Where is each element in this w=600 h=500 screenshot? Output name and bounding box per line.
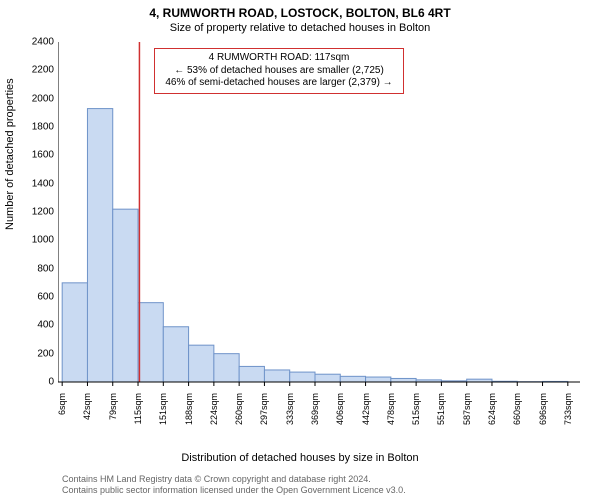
- x-tick-label: 369sqm: [310, 393, 320, 433]
- y-tick-label: 0: [48, 377, 54, 388]
- y-tick-label: 1400: [32, 178, 54, 189]
- y-tick-label: 800: [37, 263, 54, 274]
- x-tick-label: 333sqm: [285, 393, 295, 433]
- annotation-box: 4 RUMWORTH ROAD: 117sqm← 53% of detached…: [154, 48, 404, 94]
- x-axis-label: Distribution of detached houses by size …: [0, 452, 600, 464]
- y-tick-label: 1800: [32, 122, 54, 133]
- histogram-plot: [58, 42, 580, 422]
- x-tick-label: 733sqm: [563, 393, 573, 433]
- x-tick-label: 587sqm: [462, 393, 472, 433]
- footer-line-2: Contains public sector information licen…: [62, 485, 406, 496]
- x-tick-label: 297sqm: [259, 393, 269, 433]
- x-tick-label: 406sqm: [335, 393, 345, 433]
- annotation-line: 4 RUMWORTH ROAD: 117sqm: [161, 52, 397, 65]
- y-tick-label: 600: [37, 292, 54, 303]
- x-tick-label: 79sqm: [108, 393, 118, 433]
- y-tick-label: 200: [37, 348, 54, 359]
- x-tick-label: 515sqm: [411, 393, 421, 433]
- footer: Contains HM Land Registry data © Crown c…: [62, 474, 406, 496]
- footer-line-1: Contains HM Land Registry data © Crown c…: [62, 474, 406, 485]
- y-tick-label: 2200: [32, 65, 54, 76]
- x-tick-label: 696sqm: [538, 393, 548, 433]
- x-tick-label: 151sqm: [158, 393, 168, 433]
- x-tick-label: 624sqm: [487, 393, 497, 433]
- x-tick-label: 660sqm: [512, 393, 522, 433]
- x-tick-label: 224sqm: [209, 393, 219, 433]
- chart-title: 4, RUMWORTH ROAD, LOSTOCK, BOLTON, BL6 4…: [0, 0, 600, 20]
- annotation-line: ← 53% of detached houses are smaller (2,…: [161, 65, 397, 78]
- y-tick-label: 1000: [32, 235, 54, 246]
- chart-area: 4 RUMWORTH ROAD: 117sqm← 53% of detached…: [58, 42, 580, 422]
- x-tick-label: 42sqm: [82, 393, 92, 433]
- y-tick-label: 400: [37, 320, 54, 331]
- x-tick-label: 442sqm: [361, 393, 371, 433]
- y-tick-label: 2000: [32, 93, 54, 104]
- y-axis-label: Number of detached properties: [4, 78, 16, 230]
- x-tick-label: 188sqm: [184, 393, 194, 433]
- x-tick-label: 551sqm: [436, 393, 446, 433]
- y-tick-label: 1600: [32, 150, 54, 161]
- x-tick-label: 260sqm: [234, 393, 244, 433]
- y-tick-label: 1200: [32, 207, 54, 218]
- x-tick-label: 478sqm: [386, 393, 396, 433]
- annotation-line: 46% of semi-detached houses are larger (…: [161, 77, 397, 90]
- y-tick-label: 2400: [32, 37, 54, 48]
- x-tick-label: 6sqm: [57, 393, 67, 433]
- x-tick-label: 115sqm: [133, 393, 143, 433]
- chart-subtitle: Size of property relative to detached ho…: [0, 20, 600, 38]
